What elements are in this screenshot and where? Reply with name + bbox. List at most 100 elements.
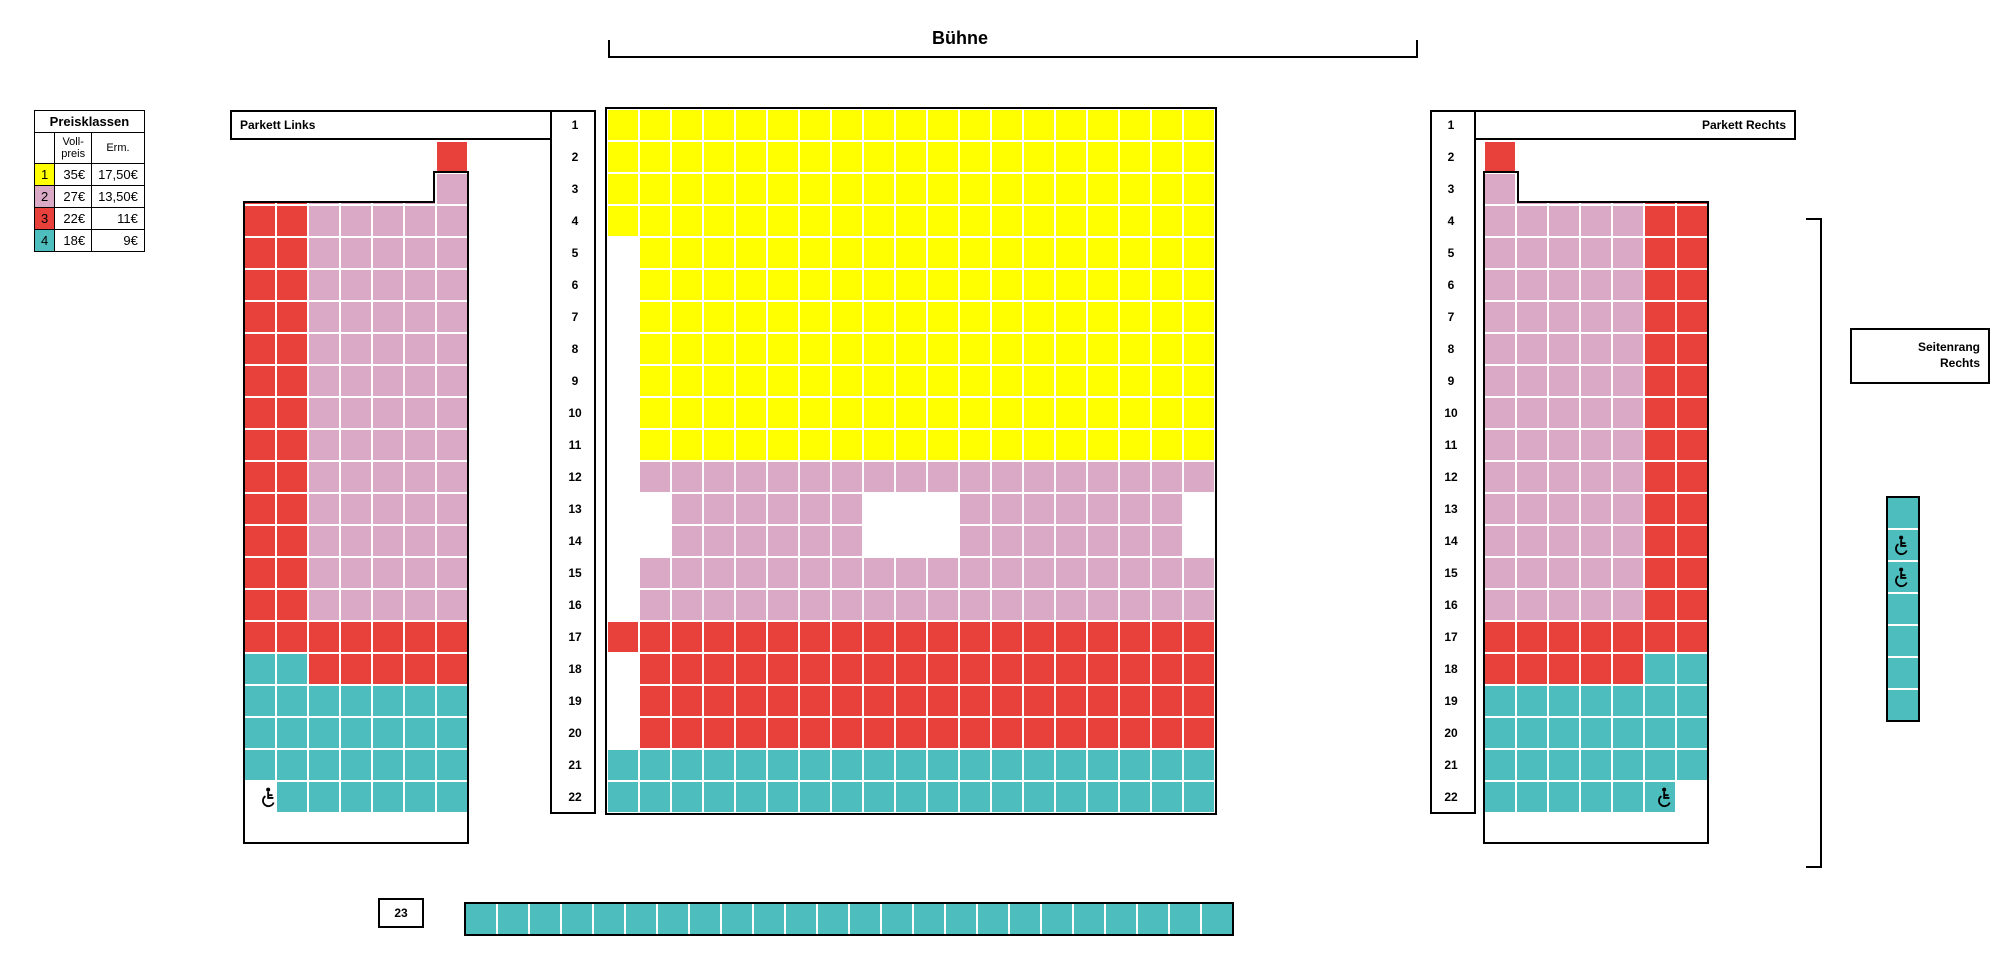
seat-main-r16-c17[interactable]: [1120, 590, 1150, 620]
seat-main-r8-c10[interactable]: [896, 334, 926, 364]
seat-main-r5-c19[interactable]: [1184, 238, 1214, 268]
seat-main-r17-c3[interactable]: [672, 622, 702, 652]
seat-main-r11-c5[interactable]: [736, 430, 766, 460]
seat-main-r20-c6[interactable]: [768, 718, 798, 748]
seat-left-r5-c7[interactable]: [437, 238, 467, 268]
seat-main-r19-c3[interactable]: [672, 686, 702, 716]
seat-right-r18-c5[interactable]: [1613, 654, 1643, 684]
seat-row23-c1[interactable]: [466, 904, 496, 934]
seat-main-r13-c15[interactable]: [1056, 494, 1086, 524]
seat-left-r6-c4[interactable]: [341, 270, 371, 300]
seat-main-r3-c13[interactable]: [992, 174, 1022, 204]
seat-main-r22-c5[interactable]: [736, 782, 766, 812]
seat-main-r6-c4[interactable]: [704, 270, 734, 300]
seat-main-r16-c19[interactable]: [1184, 590, 1214, 620]
seat-left-r6-c5[interactable]: [373, 270, 403, 300]
seat-left-r22-c5[interactable]: [373, 782, 403, 812]
seat-main-r6-c8[interactable]: [832, 270, 862, 300]
seat-left-r8-c5[interactable]: [373, 334, 403, 364]
seat-left-r2-c7[interactable]: [437, 142, 467, 172]
seat-row23-c5[interactable]: [594, 904, 624, 934]
seat-right-r10-c6[interactable]: [1645, 398, 1675, 428]
seat-main-r8-c16[interactable]: [1088, 334, 1118, 364]
seat-main-r13-c16[interactable]: [1088, 494, 1118, 524]
seat-row23-c4[interactable]: [562, 904, 592, 934]
seat-main-r21-c7[interactable]: [800, 750, 830, 780]
seat-main-r16-c13[interactable]: [992, 590, 1022, 620]
seat-right-r20-c7[interactable]: [1677, 718, 1707, 748]
seat-left-r21-c7[interactable]: [437, 750, 467, 780]
seat-right-r12-c2[interactable]: [1517, 462, 1547, 492]
seat-seitenrang-r6[interactable]: [1888, 658, 1918, 688]
seat-main-r8-c13[interactable]: [992, 334, 1022, 364]
seat-right-r22-c4[interactable]: [1581, 782, 1611, 812]
seat-row23-c2[interactable]: [498, 904, 528, 934]
seat-main-r5-c3[interactable]: [672, 238, 702, 268]
seat-main-r18-c11[interactable]: [928, 654, 958, 684]
seat-main-r2-c15[interactable]: [1056, 142, 1086, 172]
seat-main-r10-c16[interactable]: [1088, 398, 1118, 428]
seat-left-r13-c2[interactable]: [277, 494, 307, 524]
seat-main-r4-c17[interactable]: [1120, 206, 1150, 236]
seat-main-r17-c5[interactable]: [736, 622, 766, 652]
seat-main-r5-c11[interactable]: [928, 238, 958, 268]
seat-right-r21-c4[interactable]: [1581, 750, 1611, 780]
seat-main-r16-c16[interactable]: [1088, 590, 1118, 620]
seat-main-r16-c2[interactable]: [640, 590, 670, 620]
seat-main-r14-c5[interactable]: [736, 526, 766, 556]
seat-main-r10-c17[interactable]: [1120, 398, 1150, 428]
seat-left-r7-c2[interactable]: [277, 302, 307, 332]
seat-main-r15-c14[interactable]: [1024, 558, 1054, 588]
seat-main-r5-c7[interactable]: [800, 238, 830, 268]
seat-main-r16-c9[interactable]: [864, 590, 894, 620]
seat-main-r13-c6[interactable]: [768, 494, 798, 524]
seat-right-r9-c5[interactable]: [1613, 366, 1643, 396]
seat-main-r22-c16[interactable]: [1088, 782, 1118, 812]
seat-left-r15-c5[interactable]: [373, 558, 403, 588]
seat-main-r7-c2[interactable]: [640, 302, 670, 332]
seat-main-r22-c8[interactable]: [832, 782, 862, 812]
seat-left-r17-c5[interactable]: [373, 622, 403, 652]
seat-main-r14-c16[interactable]: [1088, 526, 1118, 556]
seat-main-r17-c9[interactable]: [864, 622, 894, 652]
seat-left-r17-c3[interactable]: [309, 622, 339, 652]
seat-main-r22-c2[interactable]: [640, 782, 670, 812]
seat-right-r11-c1[interactable]: [1485, 430, 1515, 460]
seat-right-r6-c5[interactable]: [1613, 270, 1643, 300]
seat-left-r10-c6[interactable]: [405, 398, 435, 428]
seat-main-r5-c14[interactable]: [1024, 238, 1054, 268]
seat-main-r9-c19[interactable]: [1184, 366, 1214, 396]
seat-main-r15-c17[interactable]: [1120, 558, 1150, 588]
seat-left-r20-c3[interactable]: [309, 718, 339, 748]
seat-main-r6-c15[interactable]: [1056, 270, 1086, 300]
seat-right-r15-c6[interactable]: [1645, 558, 1675, 588]
seat-left-r10-c7[interactable]: [437, 398, 467, 428]
seat-left-r14-c7[interactable]: [437, 526, 467, 556]
seat-row23-c17[interactable]: [978, 904, 1008, 934]
seat-main-r9-c16[interactable]: [1088, 366, 1118, 396]
seat-row23-c20[interactable]: [1074, 904, 1104, 934]
seat-main-r19-c5[interactable]: [736, 686, 766, 716]
seat-right-r13-c1[interactable]: [1485, 494, 1515, 524]
seat-main-r17-c10[interactable]: [896, 622, 926, 652]
seat-main-r4-c7[interactable]: [800, 206, 830, 236]
seat-main-r20-c4[interactable]: [704, 718, 734, 748]
seat-left-r13-c3[interactable]: [309, 494, 339, 524]
seat-main-r2-c11[interactable]: [928, 142, 958, 172]
seat-main-r3-c10[interactable]: [896, 174, 926, 204]
seat-right-r9-c4[interactable]: [1581, 366, 1611, 396]
seat-main-r11-c16[interactable]: [1088, 430, 1118, 460]
seat-right-r22-c1[interactable]: [1485, 782, 1515, 812]
seat-main-r7-c19[interactable]: [1184, 302, 1214, 332]
seat-main-r18-c14[interactable]: [1024, 654, 1054, 684]
seat-seitenrang-r5[interactable]: [1888, 626, 1918, 656]
seat-main-r13-c7[interactable]: [800, 494, 830, 524]
seat-main-r9-c3[interactable]: [672, 366, 702, 396]
seat-left-r19-c5[interactable]: [373, 686, 403, 716]
seat-main-r1-c2[interactable]: [640, 110, 670, 140]
seat-right-r13-c7[interactable]: [1677, 494, 1707, 524]
seat-main-r2-c16[interactable]: [1088, 142, 1118, 172]
seat-main-r17-c17[interactable]: [1120, 622, 1150, 652]
seat-left-r18-c7[interactable]: [437, 654, 467, 684]
seat-main-r7-c15[interactable]: [1056, 302, 1086, 332]
